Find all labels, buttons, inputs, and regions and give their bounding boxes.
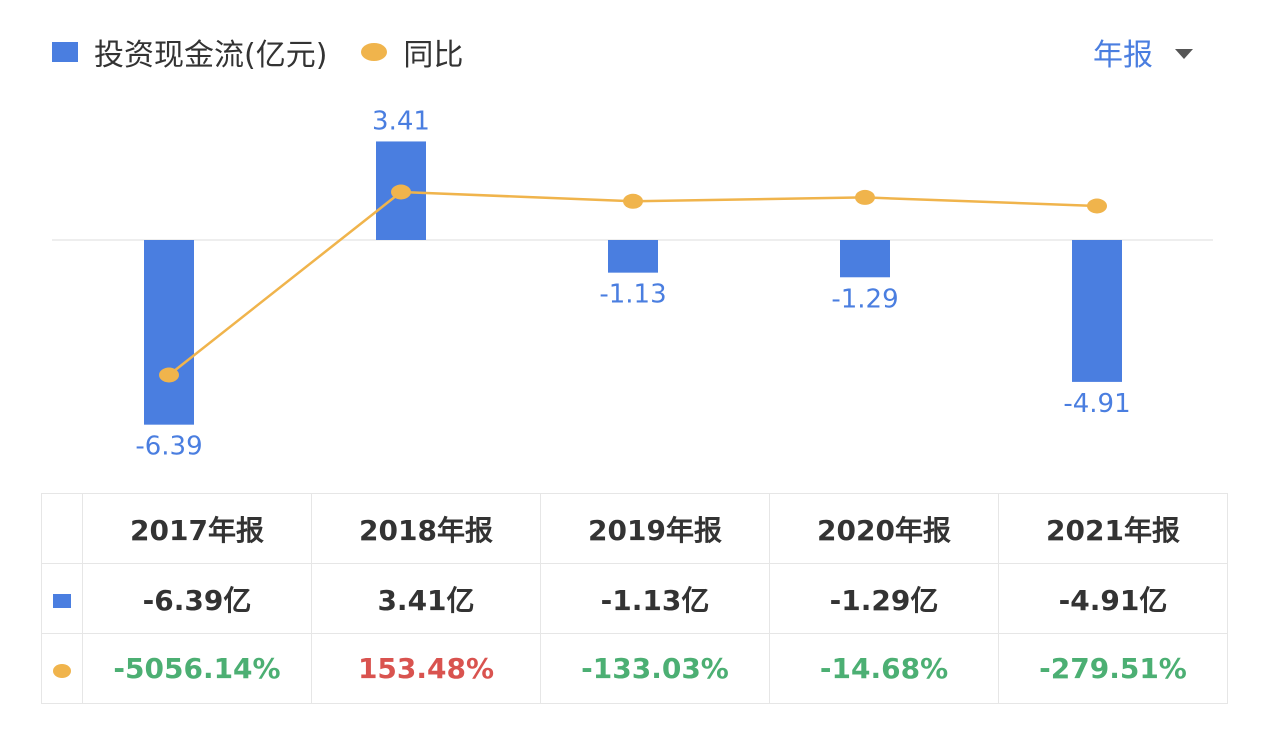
bar-value-label: -4.91 [1063,389,1130,419]
table-row-marker-cell [41,563,83,634]
yoy-point-2017年报 [159,367,179,383]
table-header-cell: 2018年报 [311,493,541,564]
table-cell: -1.29亿 [769,563,999,634]
chevron-down-icon [1175,49,1193,59]
bar-series-marker [53,594,71,608]
table-cell: 153.48% [311,633,541,704]
yoy-point-2018年报 [391,184,411,200]
period-selector[interactable]: 年报 [1093,30,1193,74]
table-header-cell: 2021年报 [998,493,1228,564]
table-cell: -5056.14% [82,633,312,704]
table-cell: 3.41亿 [311,563,541,634]
legend-bar-label: 投资现金流(亿元) [94,38,328,73]
legend-dot-swatch [361,43,388,61]
table-corner-cell [41,493,83,564]
period-selector-label: 年报 [1093,38,1153,73]
yoy-series-marker [53,664,71,678]
table-row-marker-cell [41,633,83,704]
table-cell: -133.03% [540,633,770,704]
bar-2021年报 [1072,240,1122,382]
bar-value-label: 3.41 [372,106,430,136]
table-cell: -6.39亿 [82,563,312,634]
bar-2020年报 [840,240,890,278]
table-header-cell: 2017年报 [82,493,312,564]
chart-area: -6.39 3.41 -1.13 -1.29 -4.91 [52,106,1213,462]
legend-dot-label: 同比 [403,38,464,73]
data-table: 2017年报 2018年报 2019年报 2020年报 2021年报 -6.39… [41,493,1228,704]
yoy-point-2021年报 [1087,198,1107,214]
table-cell: -1.13亿 [540,563,770,634]
table-header-cell: 2020年报 [769,493,999,564]
table-row: -5056.14% 153.48% -133.03% -14.68% -279.… [41,633,1228,704]
table-cell: -14.68% [769,633,999,704]
table-cell: -279.51% [998,633,1228,704]
table-header-row: 2017年报 2018年报 2019年报 2020年报 2021年报 [41,493,1228,564]
table-header-cell: 2019年报 [540,493,770,564]
bar-2019年报 [608,240,658,273]
yoy-point-2019年报 [623,193,643,209]
bar-value-label: -1.13 [599,280,666,310]
legend-bar-swatch [52,42,78,62]
bar-value-label: -6.39 [135,432,202,462]
bar-value-label: -1.29 [831,284,898,314]
table-cell: -4.91亿 [998,563,1228,634]
legend: 投资现金流(亿元) 同比 [52,30,463,74]
yoy-point-2020年报 [855,189,875,205]
bar-2017年报 [144,240,194,425]
table-row: -6.39亿 3.41亿 -1.13亿 -1.29亿 -4.91亿 [41,563,1228,634]
